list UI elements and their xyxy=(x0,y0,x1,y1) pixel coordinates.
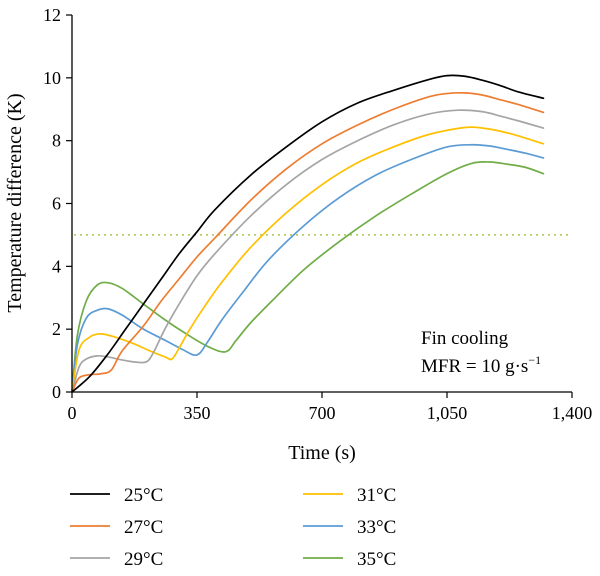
x-tick-label: 350 xyxy=(184,403,211,423)
y-tick-label: 0 xyxy=(52,382,61,402)
annotation-mfr: MFR = 10 g·s xyxy=(421,356,528,377)
y-tick-label: 2 xyxy=(52,319,61,339)
legend-label: 25°C xyxy=(124,485,163,506)
series-line-33C xyxy=(71,143,545,393)
legend-label: 27°C xyxy=(124,517,163,538)
y-tick-label: 6 xyxy=(52,194,61,214)
x-axis-title: Time (s) xyxy=(288,442,356,464)
series-line-35C xyxy=(71,160,545,393)
x-tick-label: 700 xyxy=(309,403,336,423)
y-tick-label: 12 xyxy=(43,5,61,25)
y-tick-label: 10 xyxy=(43,68,61,88)
series-line-25C xyxy=(71,74,545,393)
y-axis-title: Temperature difference (K) xyxy=(4,93,26,312)
x-tick-label: 1,400 xyxy=(552,403,593,423)
series-line-31C xyxy=(71,126,545,393)
series-layer xyxy=(71,74,545,393)
x-tick-label: 0 xyxy=(68,403,77,423)
annotation-mfr-exponent: −1 xyxy=(528,353,541,367)
y-tick-label: 8 xyxy=(52,131,61,151)
legend-label: 29°C xyxy=(124,549,163,570)
legend-label: 35°C xyxy=(357,549,396,570)
legend-label: 33°C xyxy=(357,517,396,538)
ticks: 0 350 700 1,050 1,400 0 2 4 6 8 10 12 xyxy=(43,5,592,423)
y-tick-label: 4 xyxy=(52,256,61,276)
annotation-line-1: Fin cooling xyxy=(421,328,509,349)
legend: 25°C 27°C 29°C 31°C 33°C 35°C xyxy=(70,485,396,570)
annotation-line-2: MFR = 10 g·s−1 xyxy=(421,353,541,377)
legend-label: 31°C xyxy=(357,485,396,506)
series-line-27C xyxy=(71,91,545,393)
x-tick-label: 1,050 xyxy=(427,403,468,423)
